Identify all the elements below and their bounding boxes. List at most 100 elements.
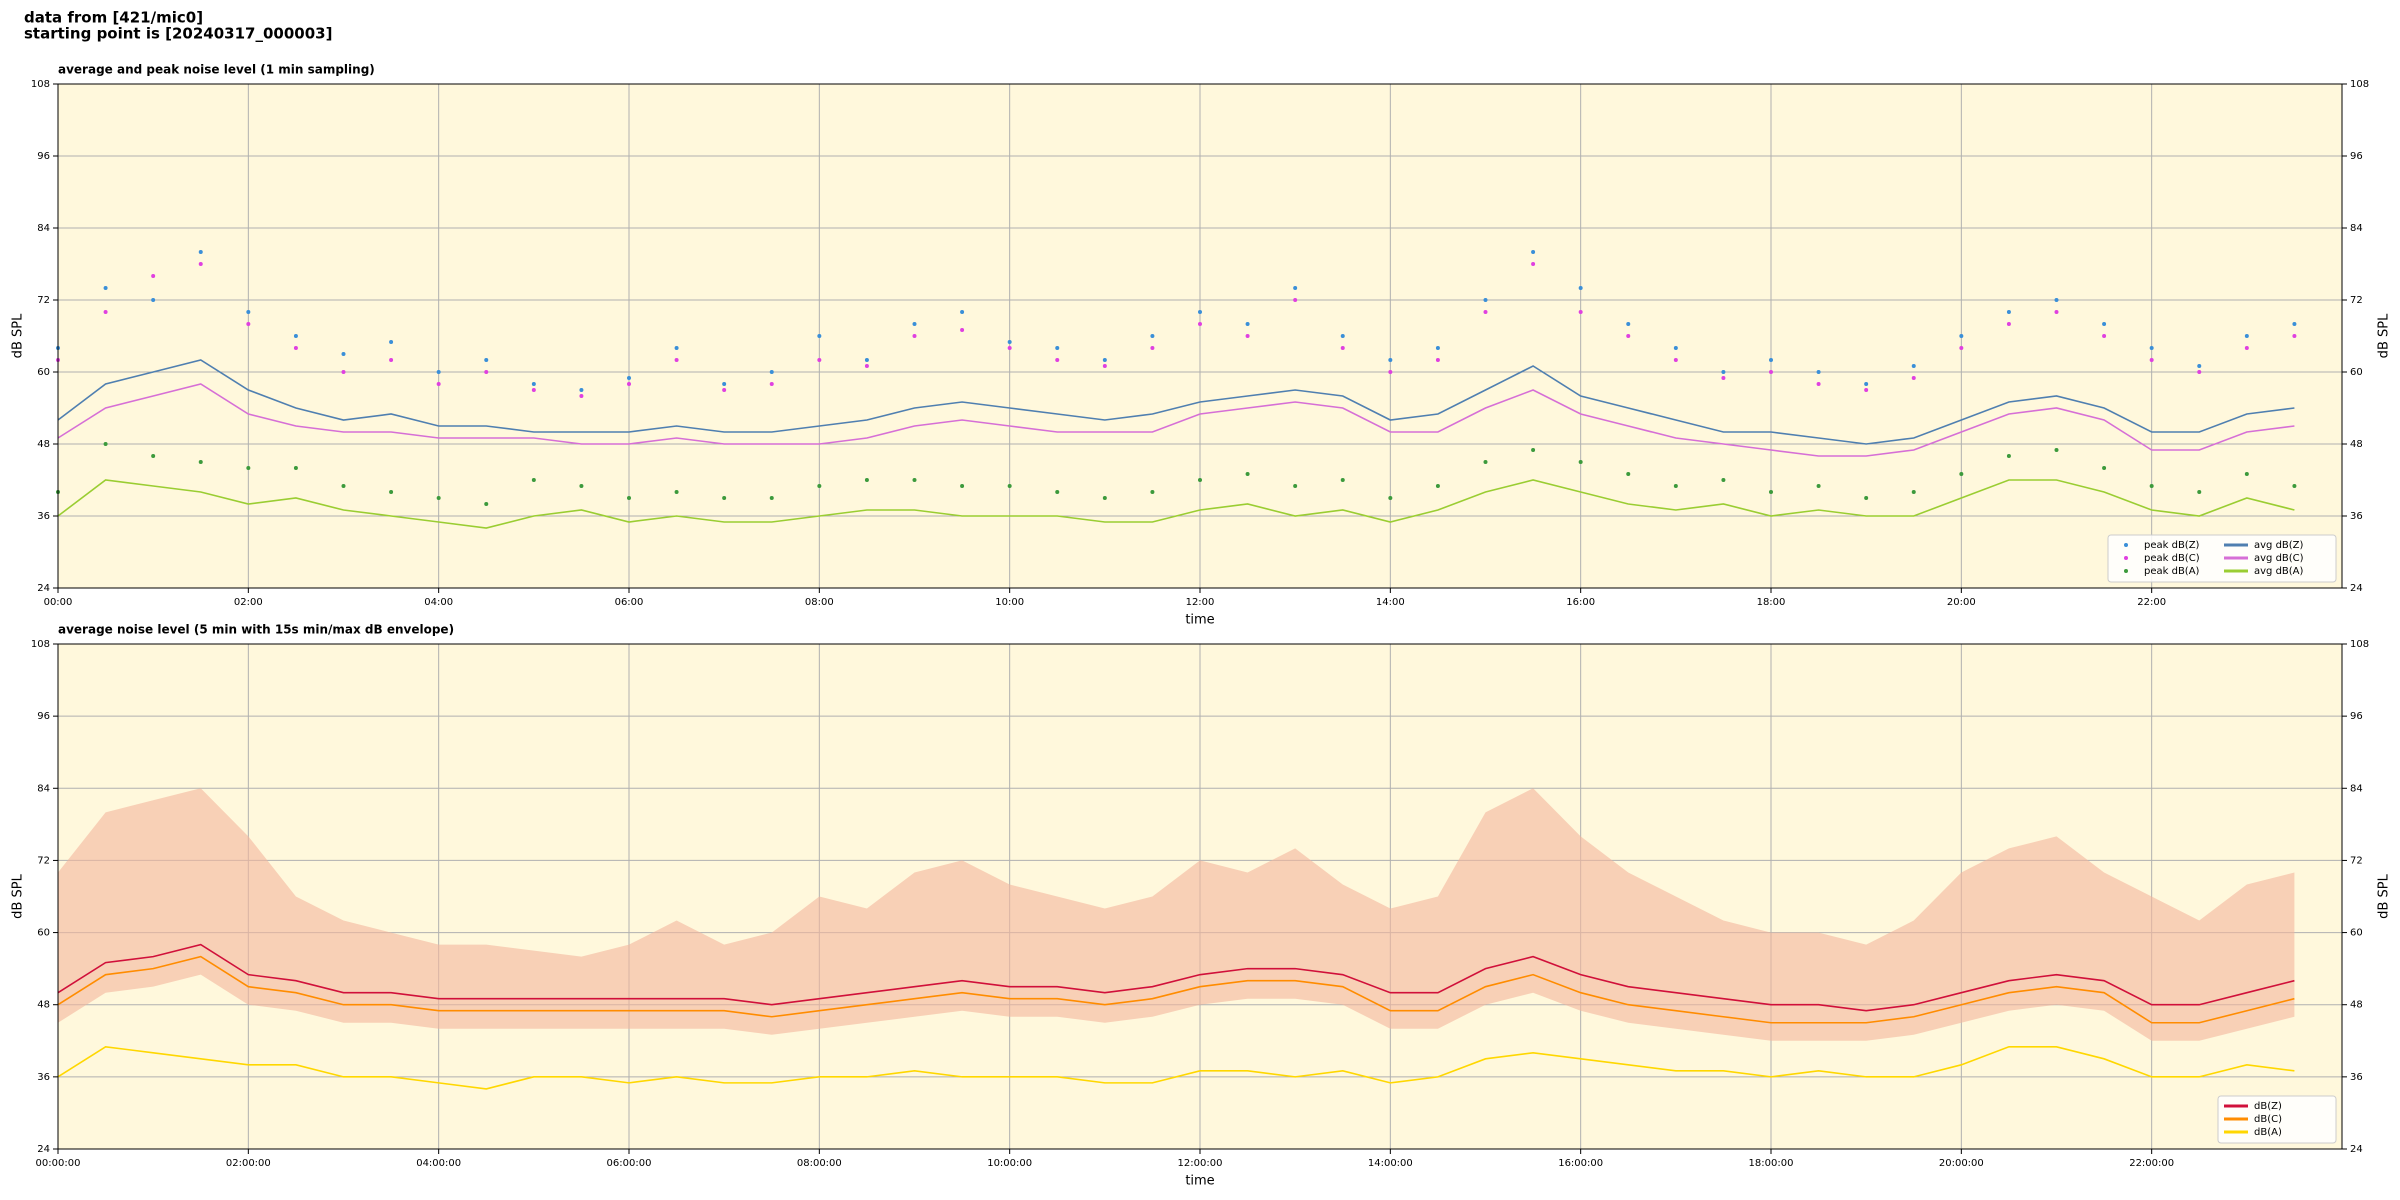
- x-tick-label: 14:00: [1376, 597, 1405, 608]
- peak-point: [1578, 286, 1583, 290]
- peak-point: [1388, 496, 1393, 500]
- peak-point: [1816, 382, 1821, 386]
- peak-point: [531, 382, 536, 386]
- peak-point: [1721, 370, 1726, 374]
- y-tick-label: 48: [2350, 1000, 2363, 1011]
- peak-point: [1198, 478, 1202, 482]
- peak-point: [1578, 460, 1583, 464]
- peak-point: [531, 388, 536, 392]
- peak-point: [722, 496, 727, 500]
- peak-point: [912, 322, 917, 326]
- peak-point: [1531, 250, 1536, 254]
- peak-point: [1911, 376, 1916, 380]
- peak-point: [1673, 484, 1678, 488]
- peak-point: [389, 358, 394, 362]
- peak-point: [1531, 262, 1536, 266]
- peak-point: [579, 388, 584, 392]
- x-tick-label: 08:00:00: [797, 1158, 842, 1169]
- chart-title: average and peak noise level (1 min samp…: [58, 63, 375, 77]
- peak-point: [1864, 496, 1869, 500]
- legend-marker: [2124, 556, 2128, 560]
- y-axis-label: dB SPL: [11, 313, 26, 358]
- peak-point: [484, 370, 489, 374]
- peak-point: [674, 490, 679, 494]
- y-tick-label: 108: [2350, 639, 2369, 650]
- y-tick-label: 24: [2350, 1144, 2363, 1155]
- peak-point: [1340, 334, 1345, 338]
- y-tick-label: 84: [37, 783, 50, 794]
- peak-point: [1007, 346, 1012, 350]
- peak-point: [436, 382, 441, 386]
- peak-point: [722, 382, 727, 386]
- peak-point: [769, 496, 774, 500]
- peak-point: [103, 286, 108, 290]
- peak-point: [579, 394, 584, 398]
- peak-point: [198, 460, 203, 464]
- legend-label: avg dB(A): [2254, 566, 2304, 577]
- y-tick-label: 108: [31, 79, 50, 90]
- peak-point: [1245, 322, 1250, 326]
- peak-point: [1769, 370, 1773, 374]
- x-tick-label: 14:00:00: [1368, 1158, 1413, 1169]
- peak-point: [2149, 346, 2154, 350]
- plot-frame: [57, 83, 2343, 589]
- peak-point: [1388, 358, 1393, 362]
- y-tick-label: 48: [37, 1000, 50, 1011]
- peak-point: [1721, 376, 1726, 380]
- peak-point: [1673, 346, 1678, 350]
- peak-point: [1245, 334, 1250, 338]
- peak-point: [1293, 286, 1298, 290]
- peak-point: [1483, 460, 1488, 464]
- x-tick-label: 04:00:00: [416, 1158, 461, 1169]
- peak-point: [1959, 346, 1964, 350]
- legend-marker: [2124, 569, 2128, 573]
- peak-point: [2006, 322, 2011, 326]
- peak-point: [1626, 322, 1631, 326]
- peak-point: [1435, 346, 1440, 350]
- peak-point: [103, 310, 108, 314]
- legend-label: peak dB(C): [2144, 553, 2200, 564]
- peak-point: [2149, 358, 2154, 362]
- header-line: starting point is [20240317_000003]: [24, 25, 332, 43]
- peak-point: [1578, 310, 1583, 314]
- peak-point: [912, 478, 917, 482]
- y-tick-label: 36: [2350, 511, 2363, 522]
- y-tick-label: 72: [37, 295, 50, 306]
- x-tick-label: 12:00:00: [1178, 1158, 1223, 1169]
- peak-point: [1055, 490, 1060, 494]
- y-tick-label: 96: [2350, 151, 2363, 162]
- line: [57, 943, 2295, 1012]
- x-tick-label: 22:00: [2137, 597, 2166, 608]
- peak-point: [1340, 346, 1345, 350]
- peak-point: [722, 388, 727, 392]
- line: [57, 359, 2295, 445]
- peak-point: [293, 466, 298, 470]
- peak-point: [864, 358, 869, 362]
- peak-point: [1769, 358, 1773, 362]
- peak-point: [2292, 334, 2297, 338]
- y-tick-label: 36: [37, 511, 50, 522]
- x-tick-label: 18:00:00: [1749, 1158, 1794, 1169]
- peak-point: [1293, 484, 1298, 488]
- peak-point: [960, 484, 965, 488]
- x-tick-label: 22:00:00: [2129, 1158, 2174, 1169]
- x-axis-label: time: [1185, 613, 1214, 628]
- y-axis-label: dB SPL: [2377, 313, 2392, 358]
- peak-point: [151, 298, 156, 302]
- y-tick-label: 36: [2350, 1072, 2363, 1083]
- peak-point: [2149, 484, 2154, 488]
- peak-point: [198, 250, 203, 254]
- legend-label: dB(Z): [2254, 1101, 2282, 1112]
- peak-point: [960, 328, 965, 332]
- peak-point: [817, 358, 822, 362]
- envelope: [58, 788, 2295, 1041]
- peak-point: [1293, 298, 1298, 302]
- peak-point: [1864, 388, 1869, 392]
- peak-point: [436, 496, 441, 500]
- peak-point: [2006, 454, 2011, 458]
- peak-point: [1150, 346, 1155, 350]
- peak-point: [1435, 484, 1440, 488]
- peak-point: [2244, 346, 2249, 350]
- x-tick-label: 06:00:00: [607, 1158, 652, 1169]
- y-tick-label: 48: [2350, 439, 2363, 450]
